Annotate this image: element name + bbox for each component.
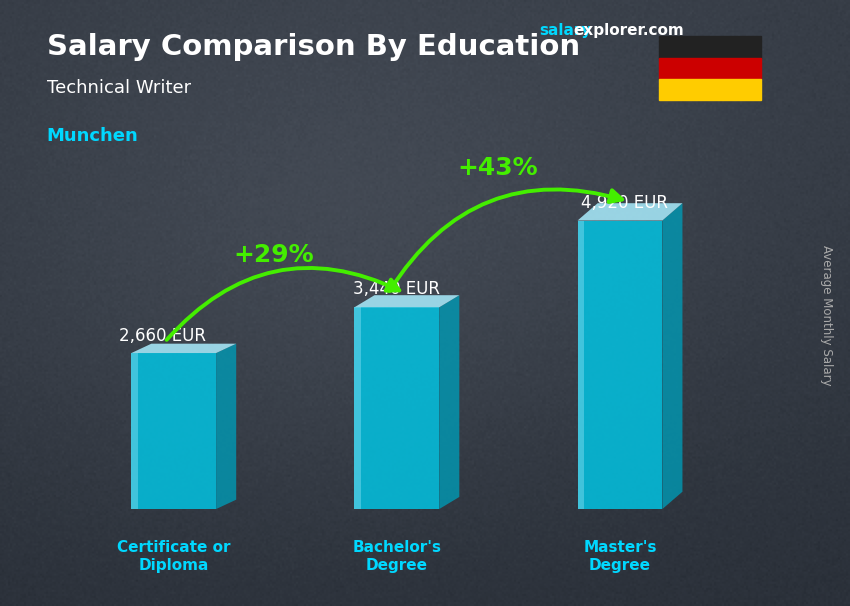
Polygon shape [131, 344, 236, 353]
Text: Bachelor's
Degree: Bachelor's Degree [353, 539, 441, 573]
Text: salary: salary [540, 23, 592, 38]
Polygon shape [354, 295, 459, 307]
Text: Average Monthly Salary: Average Monthly Salary [819, 245, 833, 385]
Text: explorer.com: explorer.com [574, 23, 684, 38]
Text: Master's
Degree: Master's Degree [583, 539, 657, 573]
Text: +43%: +43% [457, 156, 537, 180]
Bar [659, 58, 761, 79]
Bar [354, 307, 361, 509]
Text: 3,440 EUR: 3,440 EUR [354, 280, 440, 298]
Text: Certificate or
Diploma: Certificate or Diploma [117, 539, 230, 573]
Bar [354, 307, 439, 509]
Polygon shape [439, 295, 459, 509]
Text: 2,660 EUR: 2,660 EUR [119, 327, 206, 345]
Polygon shape [216, 344, 236, 509]
Text: Salary Comparison By Education: Salary Comparison By Education [47, 33, 580, 61]
Text: +29%: +29% [234, 242, 314, 267]
Text: 4,920 EUR: 4,920 EUR [581, 195, 668, 212]
Bar [131, 353, 216, 509]
Polygon shape [662, 203, 683, 509]
Bar [578, 221, 584, 509]
Polygon shape [578, 203, 683, 221]
Text: Munchen: Munchen [47, 127, 139, 145]
Bar [659, 79, 761, 100]
Bar [578, 221, 662, 509]
Bar [131, 353, 138, 509]
Bar [659, 36, 761, 58]
Text: Technical Writer: Technical Writer [47, 79, 191, 97]
